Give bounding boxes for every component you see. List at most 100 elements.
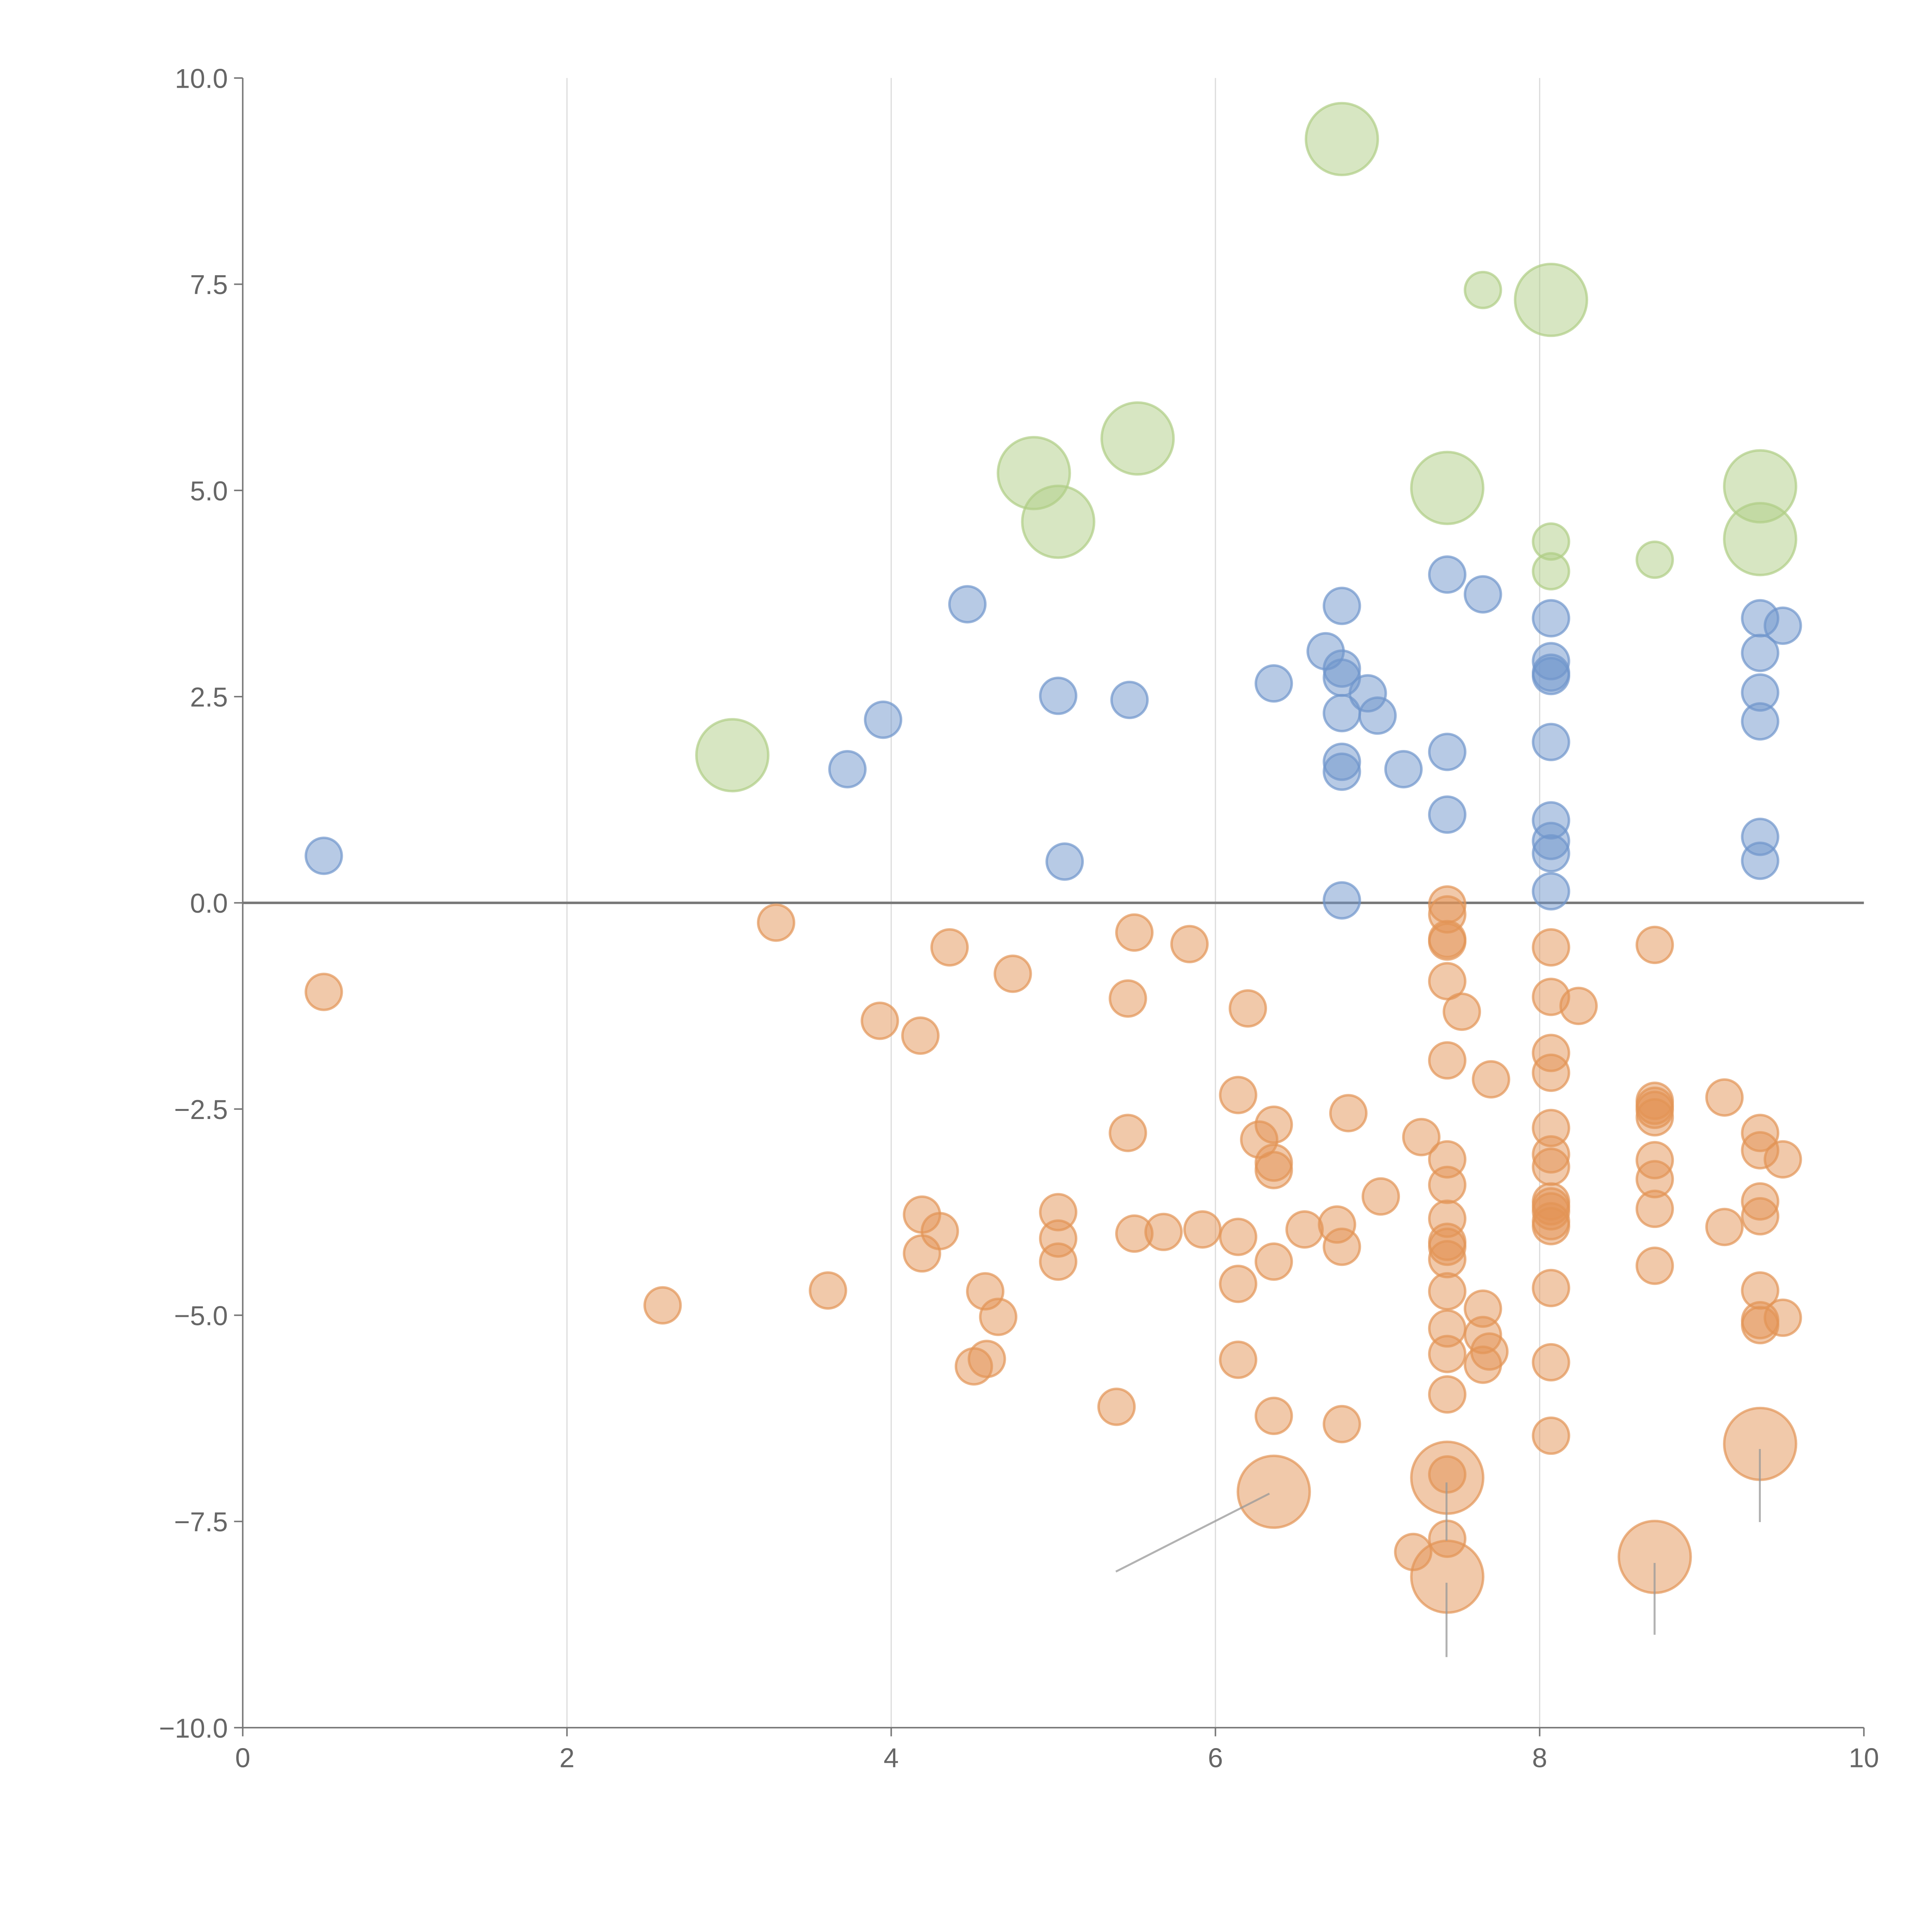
data-point-orange [1219,1076,1257,1114]
leader-line [1115,1493,1270,1573]
data-point-blue [304,837,343,875]
data-point-blue [1532,599,1570,638]
label-leader-lines [1115,1449,1761,1657]
data-point-orange [993,954,1032,993]
data-point-orange [304,973,343,1011]
data-point-blue [1045,842,1084,881]
data-point-orange [1219,1340,1257,1379]
data-point-orange [1039,1242,1078,1281]
data-point-orange [901,1016,940,1055]
data-point-orange [979,1298,1017,1336]
y-tick-label: 7.5 [190,269,228,300]
data-point-green [1514,262,1588,337]
x-tick-label: 6 [1208,1743,1223,1773]
data-point-orange [1115,913,1154,952]
data-point-orange [1428,1375,1467,1414]
x-tick-label: 8 [1532,1743,1547,1773]
data-point-orange [1442,992,1481,1031]
data-point-blue [1428,555,1467,594]
data-point-orange [1635,1098,1674,1137]
data-point-orange [1254,1151,1293,1189]
data-point-green [1304,102,1379,177]
data-point-green [1723,502,1798,577]
data-point-blue [1532,834,1570,873]
data-point-blue [1110,680,1149,719]
data-point-orange [1559,986,1598,1026]
data-point-blue [1532,656,1570,696]
data-point-green [1635,540,1674,579]
data-point-orange [1635,1189,1674,1228]
data-point-orange [1532,1416,1570,1455]
data-point-orange [1402,1118,1441,1156]
y-axis-ticks: 10.0 7.5 5.0 2.5 0.0 −2.5 −5.0 −7.5 −10.0 [159,63,243,1743]
x-tick-label: 2 [560,1743,575,1773]
data-point-orange [1532,1053,1570,1092]
data-point-blue [1323,881,1361,920]
data-point-orange [1741,1197,1779,1236]
y-tick-label: −5.0 [174,1300,228,1331]
data-point-orange [1532,1207,1570,1245]
data-point-orange [1329,1094,1368,1133]
data-point-blue [1254,664,1293,703]
y-tick-label: −10.0 [159,1713,228,1743]
data-point-orange [1428,922,1467,961]
data-point-blue [1358,696,1397,735]
data-point-orange [1170,925,1209,963]
data-point-orange [1109,979,1147,1018]
x-tick-label: 4 [884,1743,899,1773]
data-point-orange [1472,1060,1510,1099]
data-point-blue [1741,702,1779,741]
data-point-orange [1635,1247,1674,1285]
data-point-green [1532,552,1570,591]
data-point-orange [1219,1218,1257,1256]
data-point-orange [1109,1114,1147,1152]
data-points [304,102,1802,1614]
data-point-orange [1532,1147,1570,1186]
data-point-blue [1323,587,1361,625]
data-point-orange [1428,1240,1467,1279]
data-point-blue [1039,677,1078,715]
series-green [695,102,1798,793]
data-point-orange [757,903,796,942]
data-point-orange [1285,1210,1324,1249]
data-point-orange [903,1234,941,1273]
data-point-green [1100,401,1175,476]
data-point-blue [1428,733,1467,771]
data-point-blue [1532,872,1570,911]
y-tick-label: 2.5 [190,682,228,713]
data-point-orange [954,1347,993,1386]
data-point-orange [1254,1242,1293,1281]
data-point-orange [1464,1345,1502,1384]
data-point-green [1410,451,1485,525]
data-point-orange [809,1271,847,1310]
data-point-orange [1254,1105,1293,1144]
data-point-orange [1428,962,1467,1001]
data-point-green [695,718,770,793]
data-point-blue [864,700,903,739]
data-point-orange [861,1002,899,1040]
data-point-green [1021,485,1095,559]
data-point-blue [1384,750,1423,789]
data-point-orange [1705,1078,1744,1117]
data-point-orange [1236,1454,1311,1529]
data-point-blue [1428,795,1467,834]
data-point-orange [1635,925,1674,964]
data-point-blue [948,585,987,624]
data-point-orange [1764,1298,1802,1337]
data-point-green [1464,270,1502,310]
y-tick-label: −2.5 [174,1094,228,1125]
data-point-orange [1183,1210,1222,1249]
data-point-blue [1741,634,1779,672]
y-tick-label: 0.0 [190,888,228,918]
y-tick-label: 10.0 [175,63,228,94]
data-point-orange [1532,1343,1570,1382]
data-point-orange [1428,1041,1467,1080]
data-point-orange [930,928,969,967]
data-point-orange [1254,1396,1293,1435]
data-point-orange [1361,1177,1400,1216]
y-tick-label: −7.5 [174,1507,228,1537]
y-tick-label: 5.0 [190,476,228,506]
data-point-blue [1741,841,1779,880]
data-point-orange [1532,928,1570,967]
